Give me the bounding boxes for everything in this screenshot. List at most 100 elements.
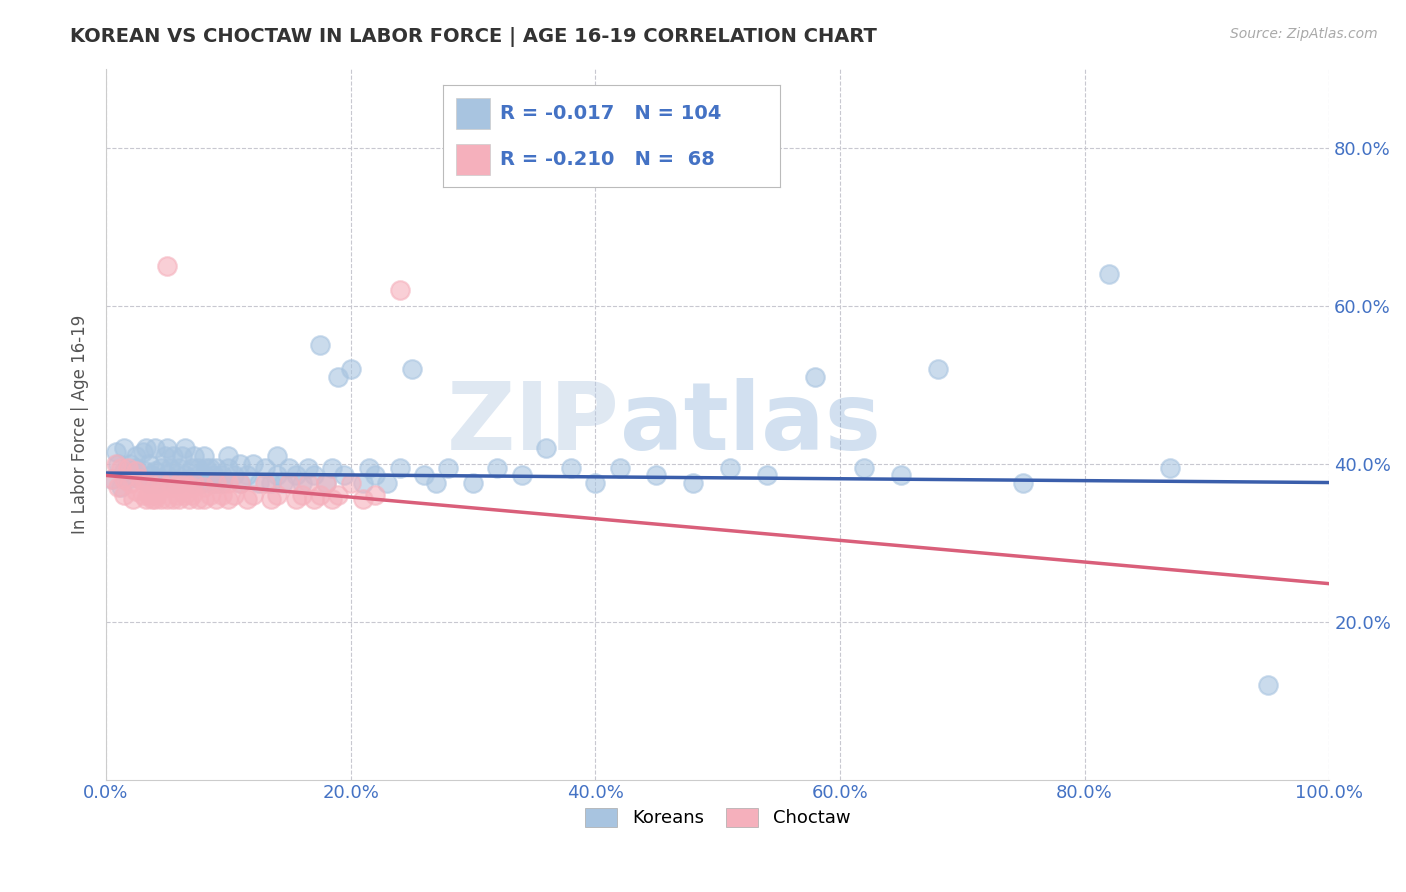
Point <box>853 460 876 475</box>
Text: KOREAN VS CHOCTAW IN LABOR FORCE | AGE 16-19 CORRELATION CHART: KOREAN VS CHOCTAW IN LABOR FORCE | AGE 1… <box>70 27 877 46</box>
Point <box>138 476 160 491</box>
Point <box>146 476 169 491</box>
Point <box>297 460 319 475</box>
Point <box>187 492 209 507</box>
Point <box>183 449 205 463</box>
Point <box>143 441 166 455</box>
Point <box>174 468 197 483</box>
Point <box>143 480 166 494</box>
Point <box>134 476 156 491</box>
Point <box>120 457 142 471</box>
Point <box>125 484 148 499</box>
Point <box>146 488 169 502</box>
Point <box>315 476 337 491</box>
Point <box>437 460 460 475</box>
Point <box>1159 460 1181 475</box>
Point <box>131 488 153 502</box>
Point <box>121 468 143 483</box>
Point <box>177 492 200 507</box>
Point <box>302 492 325 507</box>
Point <box>193 480 215 494</box>
Point <box>169 460 191 475</box>
Point <box>609 460 631 475</box>
Point <box>131 444 153 458</box>
Point <box>486 460 509 475</box>
Point <box>156 259 179 273</box>
Point <box>284 492 307 507</box>
Point <box>198 476 221 491</box>
Point <box>107 480 129 494</box>
Point <box>117 472 139 486</box>
Text: atlas: atlas <box>620 378 880 470</box>
Point <box>180 488 202 502</box>
Point <box>112 488 135 502</box>
Point <box>112 472 135 486</box>
Point <box>260 476 283 491</box>
Legend: Koreans, Choctaw: Koreans, Choctaw <box>578 801 858 835</box>
Point <box>112 465 135 479</box>
Point <box>129 472 152 486</box>
Point <box>162 449 184 463</box>
Point <box>104 457 127 471</box>
Point <box>149 492 172 507</box>
Point <box>645 468 668 483</box>
Point <box>174 441 197 455</box>
Point <box>166 468 188 483</box>
Point <box>229 457 252 471</box>
Point <box>253 460 276 475</box>
Point <box>170 449 193 463</box>
Point <box>284 468 307 483</box>
Point <box>156 468 179 483</box>
Point <box>180 460 202 475</box>
Text: R = -0.210   N =  68: R = -0.210 N = 68 <box>501 150 716 169</box>
Point <box>364 468 387 483</box>
Point <box>135 441 157 455</box>
Point <box>242 488 264 502</box>
Point <box>169 476 191 491</box>
Point <box>278 460 301 475</box>
Point <box>927 361 949 376</box>
Point <box>229 476 252 491</box>
Point <box>266 488 288 502</box>
Point <box>149 460 172 475</box>
Point <box>682 476 704 491</box>
Point <box>205 476 228 491</box>
Point <box>125 460 148 475</box>
Point <box>174 488 197 502</box>
Text: ZIP: ZIP <box>447 378 620 470</box>
Point <box>149 472 172 486</box>
Point <box>170 480 193 494</box>
Point <box>162 492 184 507</box>
Point <box>141 468 163 483</box>
Point <box>260 492 283 507</box>
Point <box>193 492 215 507</box>
Point <box>235 468 257 483</box>
Point <box>159 476 181 491</box>
Point <box>166 488 188 502</box>
Point <box>321 492 343 507</box>
Point <box>156 441 179 455</box>
Point <box>107 457 129 471</box>
Point <box>101 472 124 486</box>
Point <box>117 460 139 475</box>
Point <box>162 476 184 491</box>
Point <box>755 468 778 483</box>
Point <box>180 476 202 491</box>
Point <box>169 476 191 491</box>
Bar <box>457 145 491 175</box>
Point <box>339 361 361 376</box>
Point <box>195 460 218 475</box>
Point <box>217 492 239 507</box>
Point <box>718 460 741 475</box>
Point <box>198 460 221 475</box>
Point <box>339 476 361 491</box>
Point <box>328 369 350 384</box>
Point <box>352 492 374 507</box>
Point <box>266 449 288 463</box>
Point <box>149 476 172 491</box>
Point <box>169 492 191 507</box>
Point <box>291 488 314 502</box>
Point <box>253 476 276 491</box>
Point <box>224 468 246 483</box>
Point <box>352 476 374 491</box>
